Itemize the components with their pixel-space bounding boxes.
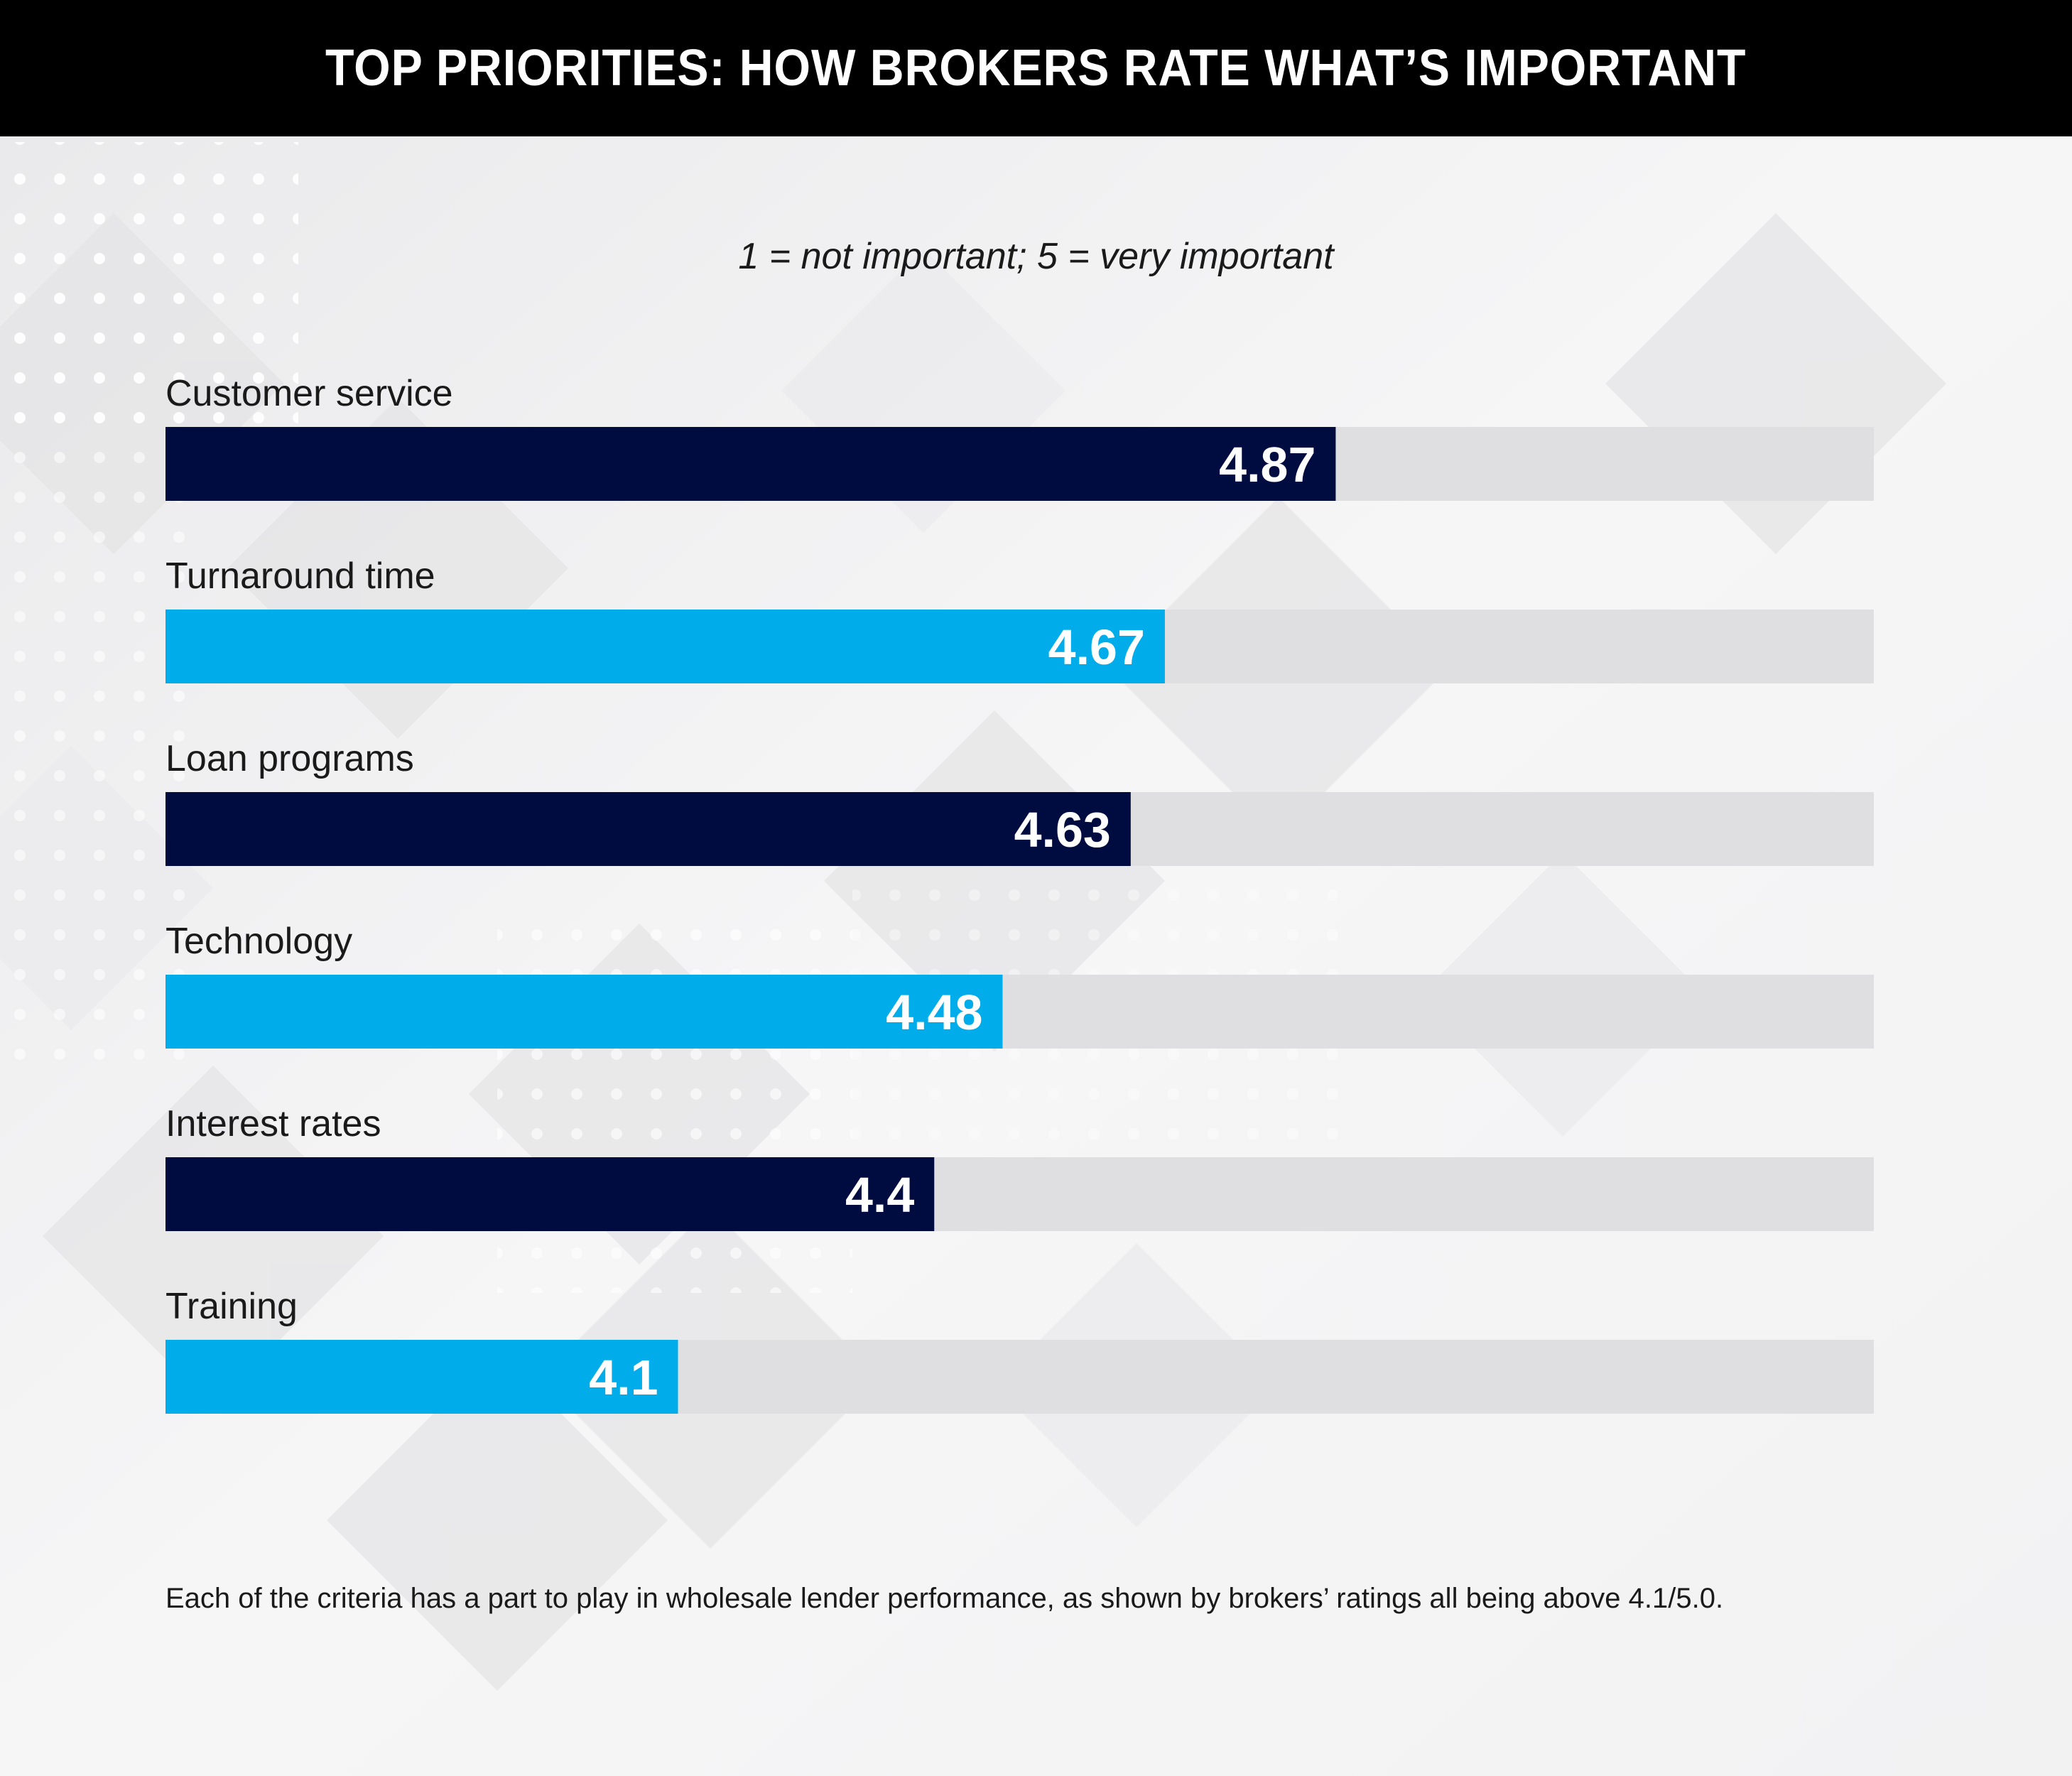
category-label: Training xyxy=(166,1286,298,1327)
footnote: Each of the criteria has a part to play … xyxy=(166,1583,1724,1614)
bar xyxy=(166,427,1336,501)
value-label: 4.67 xyxy=(1048,619,1145,675)
bar-row: Turnaround time 4.67 xyxy=(166,556,1874,683)
bar-row: Loan programs 4.63 xyxy=(166,738,1874,866)
bar-row: Training 4.1 xyxy=(166,1286,1874,1414)
bar-row: Interest rates 4.4 xyxy=(166,1103,1874,1231)
bar-row: Technology 4.48 xyxy=(166,921,1874,1049)
bar xyxy=(166,1157,935,1231)
bar xyxy=(166,610,1165,683)
value-label: 4.63 xyxy=(1014,802,1111,857)
bar xyxy=(166,792,1131,866)
value-label: 4.87 xyxy=(1219,437,1316,492)
bar xyxy=(166,1340,678,1414)
value-label: 4.4 xyxy=(845,1167,914,1223)
category-label: Customer service xyxy=(166,373,453,414)
value-label: 4.1 xyxy=(589,1350,658,1405)
bar xyxy=(166,975,1003,1049)
category-label: Loan programs xyxy=(166,738,414,779)
category-label: Turnaround time xyxy=(166,556,435,597)
bar-row: Customer service 4.87 xyxy=(166,373,1874,501)
category-label: Interest rates xyxy=(166,1103,381,1144)
category-label: Technology xyxy=(166,921,352,962)
header-bar: TOP PRIORITIES: HOW BROKERS RATE WHAT’S … xyxy=(0,0,2072,136)
value-label: 4.48 xyxy=(886,985,982,1040)
scale-legend: 1 = not important; 5 = very important xyxy=(738,236,1334,277)
chart-title: TOP PRIORITIES: HOW BROKERS RATE WHAT’S … xyxy=(325,40,1747,97)
